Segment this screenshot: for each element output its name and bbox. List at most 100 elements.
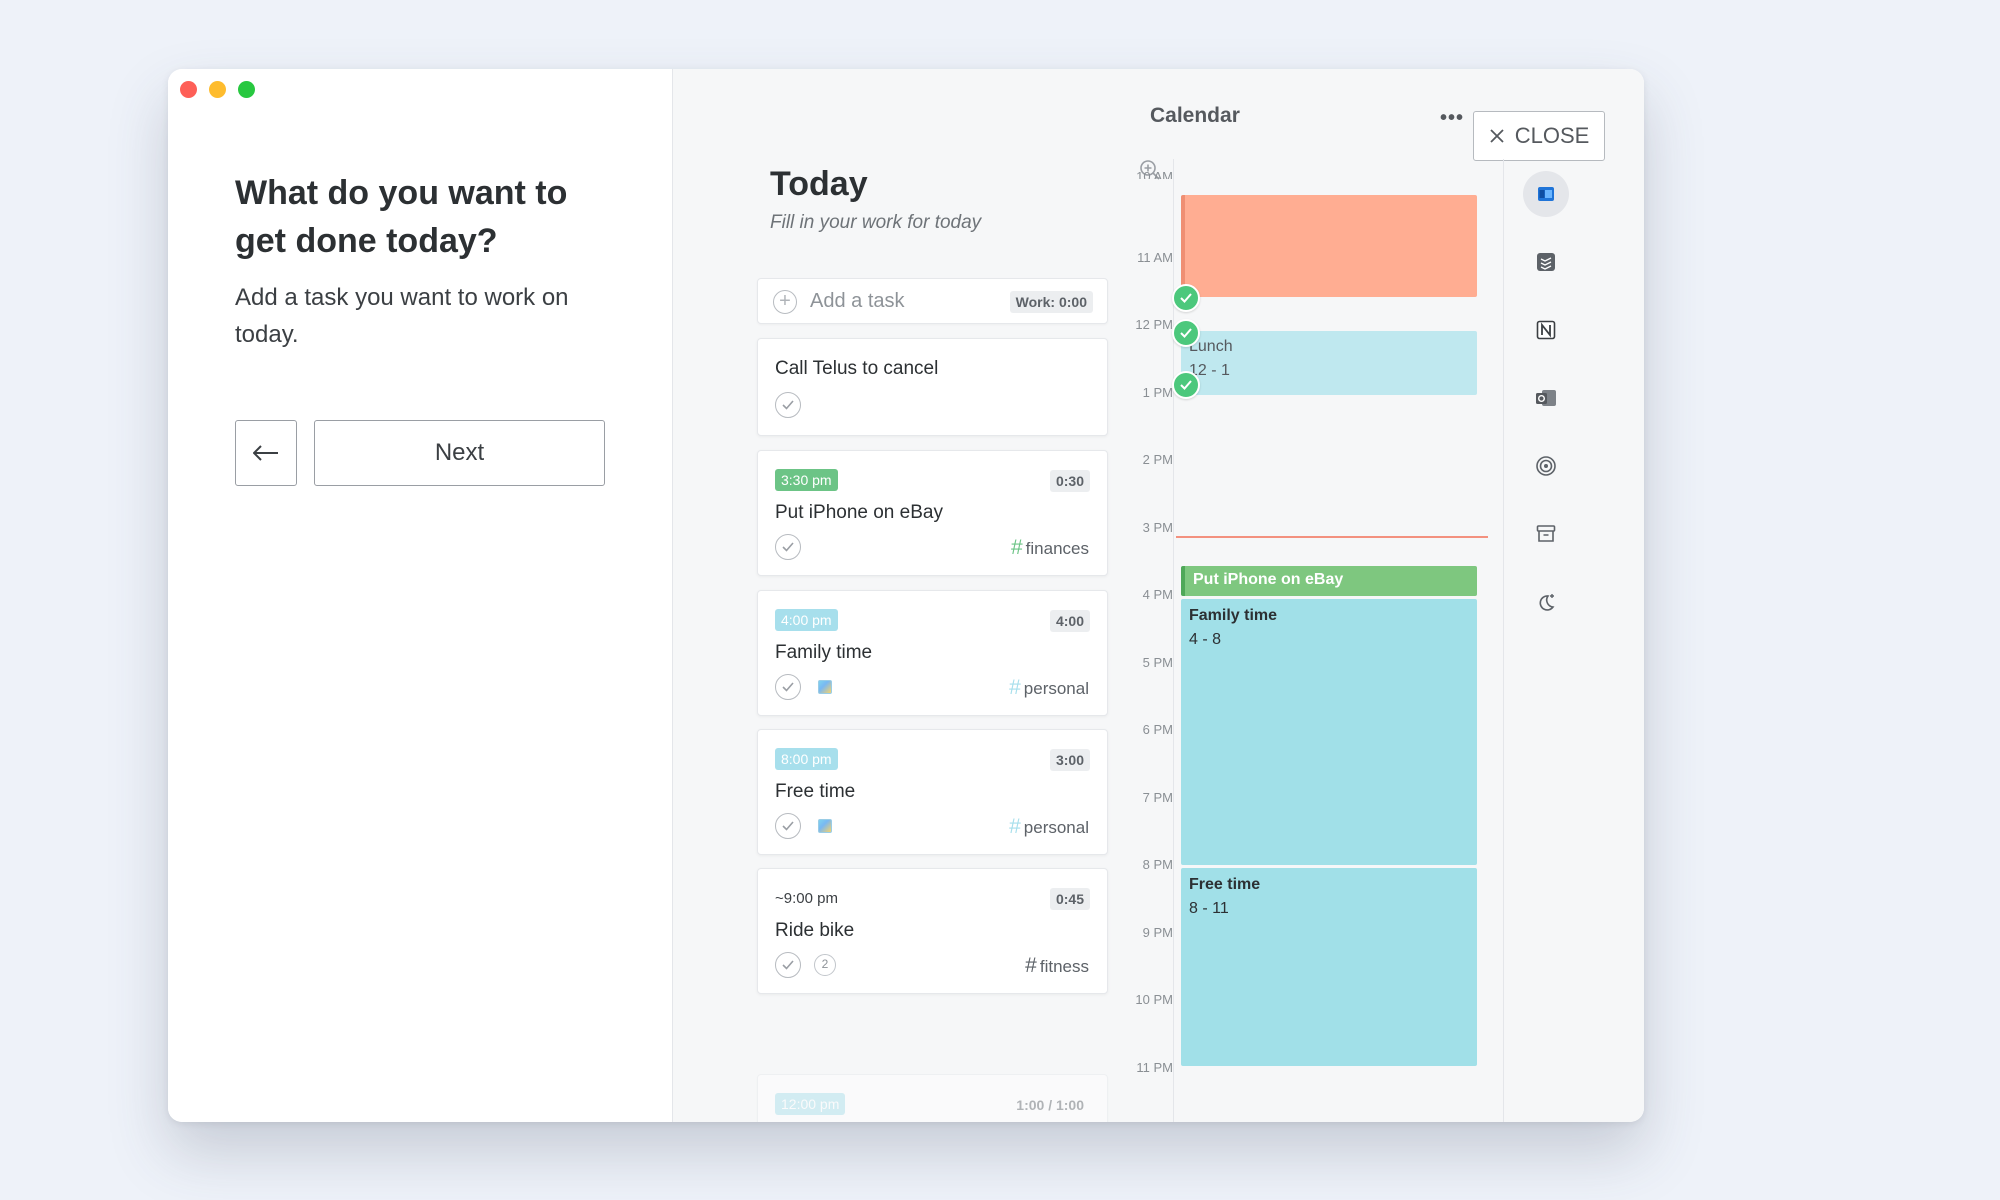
hour-label: 4 PM: [1142, 587, 1173, 602]
task-duration: 4:00: [1049, 610, 1090, 632]
check-icon: [1180, 328, 1192, 338]
todoist-icon[interactable]: [1523, 239, 1569, 285]
back-button[interactable]: [235, 420, 297, 486]
hour-label: 9 PM: [1142, 924, 1173, 940]
close-icon: [1490, 129, 1504, 143]
hour-label: 3 PM: [1142, 519, 1173, 535]
app-window: What do you want to get done today? Add …: [168, 69, 1644, 1122]
outlook-mail-icon[interactable]: [1523, 375, 1569, 421]
notion-icon[interactable]: [1523, 307, 1569, 353]
hour-label: 10 PM: [1135, 992, 1173, 1007]
hour-label: 2 PM: [1142, 452, 1173, 467]
task-time-pill: 3:30 pm: [775, 469, 838, 491]
task-tag[interactable]: # personal: [1009, 676, 1089, 700]
task-title: Ride bike: [775, 920, 855, 941]
close-button[interactable]: CLOSE: [1473, 111, 1605, 161]
task-card[interactable]: 12:00 pm 1:00 / 1:00: [757, 1074, 1108, 1122]
check-icon: [782, 682, 794, 692]
task-time-pill: 4:00 pm: [775, 609, 838, 631]
task-tag-label: finances: [1025, 539, 1089, 558]
task-card[interactable]: Call Telus to cancel: [757, 338, 1108, 436]
calendar-event-family[interactable]: Family time 4 - 8: [1181, 599, 1477, 865]
complete-checkbox[interactable]: [775, 534, 801, 560]
calendar-event-free[interactable]: Free time 8 - 11: [1181, 868, 1477, 1066]
task-duration: 1:00 / 1:00: [1010, 1094, 1090, 1116]
completed-check-icon[interactable]: [1172, 371, 1200, 399]
hash-icon: #: [1010, 536, 1023, 559]
calendar-title: Calendar: [1150, 104, 1240, 127]
calendar-icon: [818, 680, 832, 694]
calendar-event-lunch[interactable]: Lunch 12 - 1: [1181, 331, 1477, 395]
task-title: Family time: [775, 642, 873, 663]
hour-label: 5 PM: [1142, 654, 1173, 670]
task-tag[interactable]: # fitness: [1025, 954, 1089, 978]
target-icon[interactable]: [1523, 443, 1569, 489]
complete-checkbox[interactable]: [775, 674, 801, 700]
event-title: Free time: [1189, 876, 1261, 893]
hash-icon: #: [1025, 954, 1037, 977]
check-icon: [782, 400, 794, 410]
task-card[interactable]: 8:00 pm 3:00 Free time # personal: [757, 729, 1108, 855]
event-title: Family time: [1189, 607, 1278, 624]
minimize-window-button[interactable]: [209, 81, 226, 98]
event-range: 4 - 8: [1189, 631, 1222, 648]
outlook-calendar-icon[interactable]: [1523, 171, 1569, 217]
integrations-divider: [1503, 159, 1504, 1122]
complete-checkbox[interactable]: [775, 813, 801, 839]
current-time-line: [1176, 536, 1488, 538]
completed-check-icon[interactable]: [1172, 284, 1200, 312]
plus-icon: +: [773, 290, 797, 314]
work-time-badge: Work: 0:00: [1009, 291, 1093, 313]
calendar-event[interactable]: [1181, 195, 1477, 297]
hour-label: 8 PM: [1142, 857, 1173, 872]
hash-icon: #: [1009, 676, 1021, 699]
check-icon: [782, 542, 794, 552]
event-range: 8 - 11: [1189, 900, 1229, 917]
task-title: Call Telus to cancel: [775, 358, 939, 379]
task-card[interactable]: 4:00 pm 4:00 Family time # personal: [757, 590, 1108, 716]
planner-panel: Today Fill in your work for today + Add …: [673, 69, 1644, 1122]
task-title: Free time: [775, 781, 856, 802]
hour-label: 12 PM: [1135, 317, 1173, 332]
task-title: Put iPhone on eBay: [775, 502, 943, 523]
task-tag-label: personal: [1023, 818, 1089, 837]
event-range: 12 - 1: [1189, 362, 1230, 379]
task-tag[interactable]: # finances: [1011, 536, 1089, 560]
window-controls: [180, 81, 255, 98]
check-icon: [1180, 293, 1192, 303]
hour-label: 7 PM: [1142, 789, 1173, 805]
task-duration: 0:30: [1049, 470, 1090, 492]
onboarding-panel: What do you want to get done today? Add …: [168, 69, 673, 1122]
task-duration: 0:45: [1049, 888, 1090, 910]
hour-label: 1 PM: [1142, 384, 1173, 400]
task-time-pill: 8:00 pm: [775, 748, 838, 770]
today-subtitle: Fill in your work for today: [770, 212, 982, 233]
hour-label: 10 AM: [1136, 169, 1173, 179]
task-card[interactable]: ~9:00 pm 0:45 Ride bike 2 # fitness: [757, 868, 1108, 994]
task-tag[interactable]: # personal: [1009, 815, 1089, 839]
next-button[interactable]: Next: [314, 420, 605, 486]
complete-checkbox[interactable]: [775, 392, 801, 418]
complete-checkbox[interactable]: [775, 952, 801, 978]
onboarding-heading: What do you want to get done today?: [235, 174, 568, 260]
zoom-in-icon[interactable]: [1139, 159, 1161, 181]
zoom-window-button[interactable]: [238, 81, 255, 98]
arrow-left-icon: [253, 445, 278, 461]
add-task-input[interactable]: + Add a task Work: 0:00: [757, 278, 1108, 324]
close-label: CLOSE: [1514, 123, 1590, 148]
subtask-count-icon[interactable]: 2: [814, 954, 836, 976]
task-duration: 3:00: [1049, 749, 1090, 771]
moon-icon[interactable]: [1523, 579, 1569, 625]
calendar-event-ebay[interactable]: Put iPhone on eBay: [1181, 566, 1477, 596]
archive-icon[interactable]: [1523, 511, 1569, 557]
more-options-icon[interactable]: •••: [1440, 107, 1465, 129]
task-card[interactable]: 3:30 pm 0:30 Put iPhone on eBay # finance…: [757, 450, 1108, 576]
check-icon: [1180, 380, 1192, 390]
completed-check-icon[interactable]: [1172, 319, 1200, 347]
task-tag-label: personal: [1023, 679, 1089, 698]
onboarding-subtext: Add a task you want to work on today.: [235, 284, 569, 348]
check-icon: [782, 821, 794, 831]
hash-icon: #: [1009, 815, 1021, 838]
task-tag-label: fitness: [1039, 957, 1089, 976]
close-window-button[interactable]: [180, 81, 197, 98]
